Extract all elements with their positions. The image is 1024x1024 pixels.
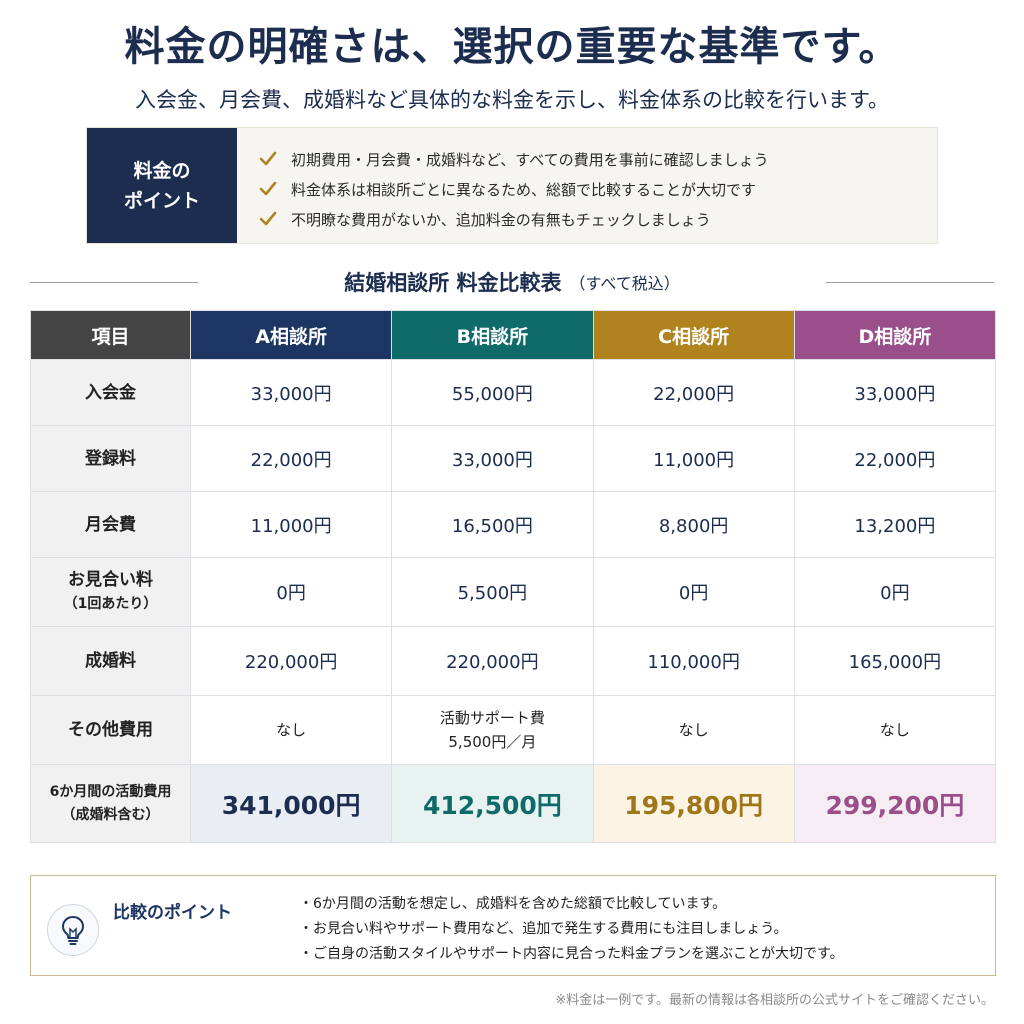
table-cell: 5,500円 <box>391 557 594 627</box>
lightbulb-icon <box>47 904 99 956</box>
comparison-list: ・6か月間の活動を想定し、成婚料を含めた総額で比較しています。 ・お見合い料やサ… <box>299 892 844 967</box>
total-agency-a: 341,000円 <box>189 764 393 843</box>
row-label: 入会金 <box>30 359 191 426</box>
comparison-item: ・お見合い料やサポート費用など、追加で発生する費用にも注目しましょう。 <box>299 921 788 937</box>
table-cell: なし <box>793 695 997 765</box>
table-cell: 8,800円 <box>592 491 795 558</box>
table-cell: 110,000円 <box>592 626 795 696</box>
fee-points-label: 料金の ポイント <box>87 128 237 243</box>
footnote: ※料金は一例です。最新の情報は各相談所の公式サイトをご確認ください。 <box>555 993 994 1008</box>
table-header-row: 項目 A相談所 B相談所 C相談所 D相談所 <box>30 310 997 360</box>
table-tax-note: （すべて税込） <box>569 274 680 293</box>
check-icon <box>259 151 277 166</box>
table-cell-line: 5,500円／月 <box>448 733 537 751</box>
row-label: 成婚料 <box>30 626 191 696</box>
comparison-title: 比較のポイント <box>113 903 232 923</box>
header-agency-d: D相談所 <box>793 310 997 360</box>
header-agency-a: A相談所 <box>189 310 393 360</box>
row-label: 月会費 <box>30 491 191 558</box>
header-agency-b: B相談所 <box>391 310 594 360</box>
table-cell: 220,000円 <box>189 626 393 696</box>
divider <box>30 282 198 283</box>
total-row-label: 6か月間の活動費用 （成婚料含む） <box>30 764 191 843</box>
table-cell: 165,000円 <box>793 626 997 696</box>
check-icon <box>259 181 277 196</box>
row-label-main: お見合い料 <box>68 570 153 590</box>
table-cell: 55,000円 <box>391 359 594 426</box>
table-cell: 0円 <box>189 557 393 627</box>
fee-point-text: 不明瞭な費用がないか、追加料金の有無もチェックしましょう <box>291 210 711 229</box>
page-subtitle: 入会金、月会費、成婚料など具体的な料金を示し、料金体系の比較を行います。 <box>135 88 889 112</box>
table-cell: 33,000円 <box>189 359 393 426</box>
fee-points-label-line2: ポイント <box>123 189 200 212</box>
table-cell-line: 活動サポート費 <box>439 709 545 727</box>
total-row: 6か月間の活動費用 （成婚料含む） 341,000円 412,500円 195,… <box>30 764 997 843</box>
total-agency-c: 195,800円 <box>592 764 795 843</box>
row-label: お見合い料 （1回あたり） <box>30 557 191 627</box>
table-cell: なし <box>189 695 393 765</box>
table-row: お見合い料 （1回あたり） 0円 5,500円 0円 0円 <box>30 557 997 627</box>
fee-point-item: 不明瞭な費用がないか、追加料金の有無もチェックしましょう <box>259 204 769 234</box>
table-cell: 33,000円 <box>391 425 594 492</box>
table-title-row: 結婚相談所 料金比較表 （すべて税込） <box>30 262 994 302</box>
row-label-sub: （1回あたり） <box>63 596 158 612</box>
header-item: 項目 <box>30 310 191 360</box>
comparison-item: ・ご自身の活動スタイルやサポート内容に見合った料金プランを選ぶことが大切です。 <box>299 946 844 962</box>
fee-point-text: 初期費用・月会費・成婚料など、すべての費用を事前に確認しましょう <box>291 150 769 169</box>
table-cell: 0円 <box>793 557 997 627</box>
table-row: その他費用 なし 活動サポート費 5,500円／月 なし なし <box>30 695 997 765</box>
table-cell: 11,000円 <box>189 491 393 558</box>
table-cell: 220,000円 <box>391 626 594 696</box>
fee-points-list: 初期費用・月会費・成婚料など、すべての費用を事前に確認しましょう 料金体系は相談… <box>237 128 769 243</box>
page-title: 料金の明確さは、選択の重要な基準です。 <box>124 23 900 70</box>
table-cell: 33,000円 <box>793 359 997 426</box>
table-cell: 22,000円 <box>793 425 997 492</box>
comparison-points-box: 比較のポイント ・6か月間の活動を想定し、成婚料を含めた総額で比較しています。 … <box>30 875 996 976</box>
table-title: 結婚相談所 料金比較表 <box>344 271 562 295</box>
table-cell: 0円 <box>592 557 795 627</box>
table-row: 登録料 22,000円 33,000円 11,000円 22,000円 <box>30 425 997 492</box>
row-label: 登録料 <box>30 425 191 492</box>
row-label: その他費用 <box>30 695 191 765</box>
fee-point-text: 料金体系は相談所ごとに異なるため、総額で比較することが大切です <box>291 180 757 199</box>
fee-points-box: 料金の ポイント 初期費用・月会費・成婚料など、すべての費用を事前に確認しましょ… <box>86 127 938 244</box>
check-icon <box>259 211 277 226</box>
table-cell: 22,000円 <box>189 425 393 492</box>
total-agency-d: 299,200円 <box>793 764 997 843</box>
comparison-item: ・6か月間の活動を想定し、成婚料を含めた総額で比較しています。 <box>299 896 727 912</box>
table-row: 月会費 11,000円 16,500円 8,800円 13,200円 <box>30 491 997 558</box>
table-row: 入会金 33,000円 55,000円 22,000円 33,000円 <box>30 359 997 426</box>
divider <box>826 282 994 283</box>
header-agency-c: C相談所 <box>592 310 795 360</box>
table-cell: 活動サポート費 5,500円／月 <box>391 695 594 765</box>
fee-points-label-line1: 料金の <box>133 159 191 182</box>
table-cell: 16,500円 <box>391 491 594 558</box>
fee-point-item: 料金体系は相談所ごとに異なるため、総額で比較することが大切です <box>259 174 769 204</box>
fee-comparison-table: 項目 A相談所 B相談所 C相談所 D相談所 入会金 33,000円 55,00… <box>30 310 997 843</box>
total-label-line2: （成婚料含む） <box>61 806 160 823</box>
table-cell: 11,000円 <box>592 425 795 492</box>
table-cell: 22,000円 <box>592 359 795 426</box>
fee-point-item: 初期費用・月会費・成婚料など、すべての費用を事前に確認しましょう <box>259 144 769 174</box>
table-cell: なし <box>592 695 795 765</box>
table-row: 成婚料 220,000円 220,000円 110,000円 165,000円 <box>30 626 997 696</box>
total-label-line1: 6か月間の活動費用 <box>49 783 172 800</box>
total-agency-b: 412,500円 <box>391 764 594 843</box>
table-cell: 13,200円 <box>793 491 997 558</box>
